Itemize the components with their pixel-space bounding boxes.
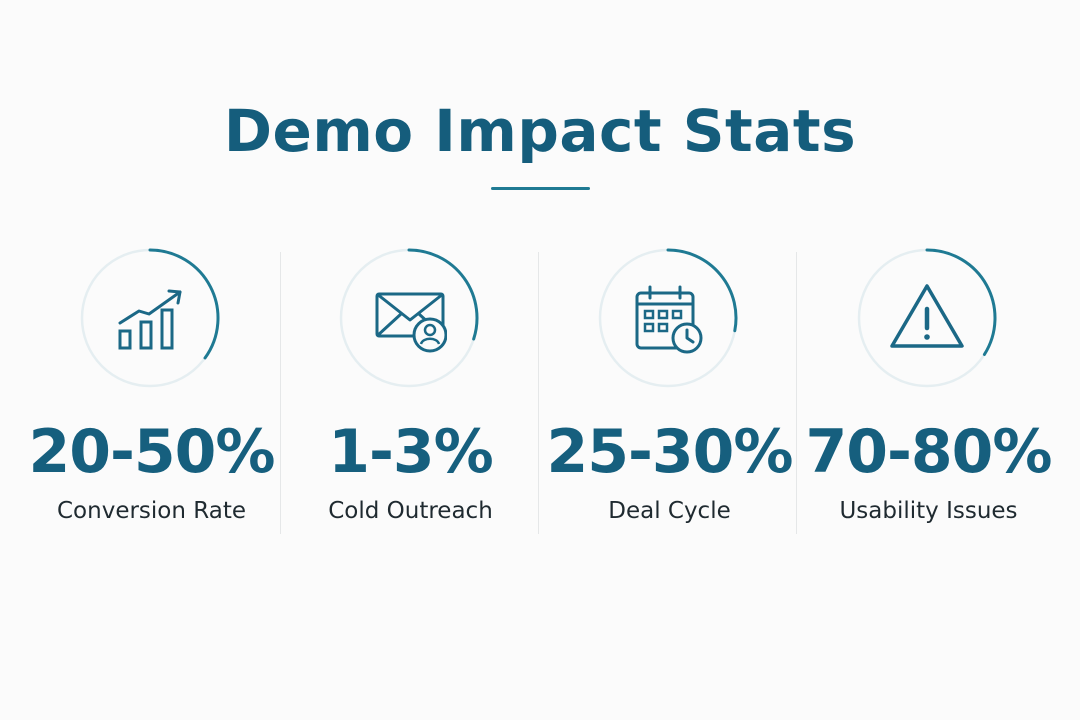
column-divider (280, 252, 281, 534)
stat-label: Cold Outreach (328, 498, 493, 524)
stat-card-cold-outreach: 1-3% Cold Outreach (281, 246, 540, 536)
stat-value: 1-3% (328, 417, 494, 487)
stat-card-conversion-rate: 20-50% Conversion Rate (22, 246, 281, 536)
calendar-clock-icon (635, 285, 703, 354)
envelope-user-icon (375, 292, 447, 353)
column-divider (538, 252, 539, 534)
stat-label: Deal Cycle (608, 498, 731, 524)
stat-label: Usability Issues (839, 498, 1018, 524)
progress-ring (80, 248, 220, 388)
stats-grid: 20-50% Conversion Rate 1-3% Cold Outreac… (22, 246, 1058, 536)
progress-ring (598, 248, 738, 388)
stat-value: 70-80% (805, 417, 1052, 487)
growth-chart-icon (118, 289, 182, 350)
stat-card-deal-cycle: 25-30% Deal Cycle (540, 246, 799, 536)
stat-label: Conversion Rate (57, 498, 246, 524)
stat-value: 25-30% (546, 417, 793, 487)
title-underline (491, 187, 590, 190)
progress-ring-arc (407, 248, 479, 341)
progress-ring-arc (925, 248, 997, 356)
column-divider (796, 252, 797, 534)
progress-ring (857, 248, 997, 388)
progress-ring-arc (666, 248, 738, 333)
progress-ring (339, 248, 479, 388)
progress-ring-arc (148, 248, 220, 360)
page-title: Demo Impact Stats (223, 97, 857, 165)
stat-value: 20-50% (28, 417, 275, 487)
stat-card-usability-issues: 70-80% Usability Issues (799, 246, 1058, 536)
warning-triangle-icon (890, 284, 964, 348)
